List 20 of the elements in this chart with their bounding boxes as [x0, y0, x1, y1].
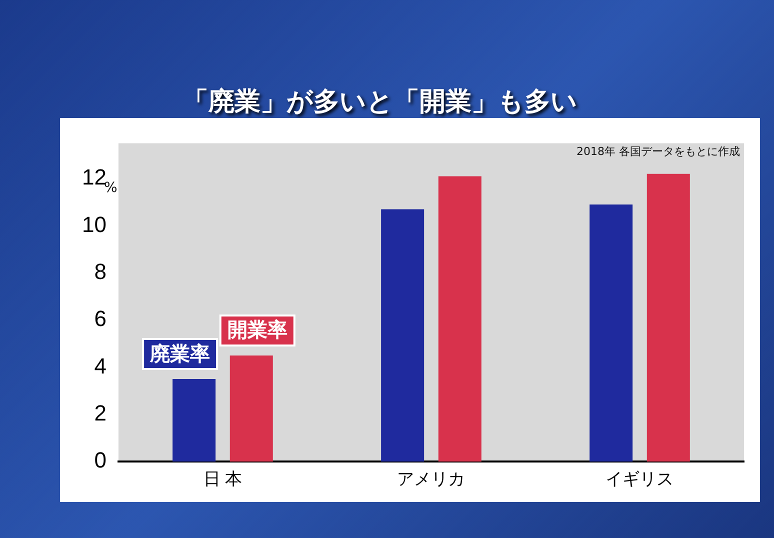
y-tick-label: 0	[94, 448, 106, 473]
x-tick-label: アメリカ	[397, 469, 466, 488]
y-tick-label: 10	[82, 212, 106, 237]
bar	[646, 174, 690, 462]
x-tick-label: 日 本	[203, 469, 242, 488]
bar	[230, 355, 273, 462]
y-tick-label: 2	[94, 400, 106, 426]
y-tick-label: 8	[94, 258, 106, 284]
y-tick-label: 4	[94, 353, 106, 378]
x-tick-label: イギリス	[606, 469, 674, 488]
annotation: 2018年 各国データをもとに作成	[576, 144, 740, 159]
chart-title: 「廃業」が多いと「開業」も多い	[182, 86, 578, 119]
series-label: 廃業率	[149, 341, 210, 366]
bar	[172, 379, 216, 462]
bar	[590, 204, 633, 462]
bar	[381, 209, 424, 462]
y-axis-title: %	[104, 180, 118, 196]
bar	[438, 176, 482, 462]
y-tick-label: 6	[94, 306, 106, 332]
series-label: 開業率	[227, 318, 288, 342]
